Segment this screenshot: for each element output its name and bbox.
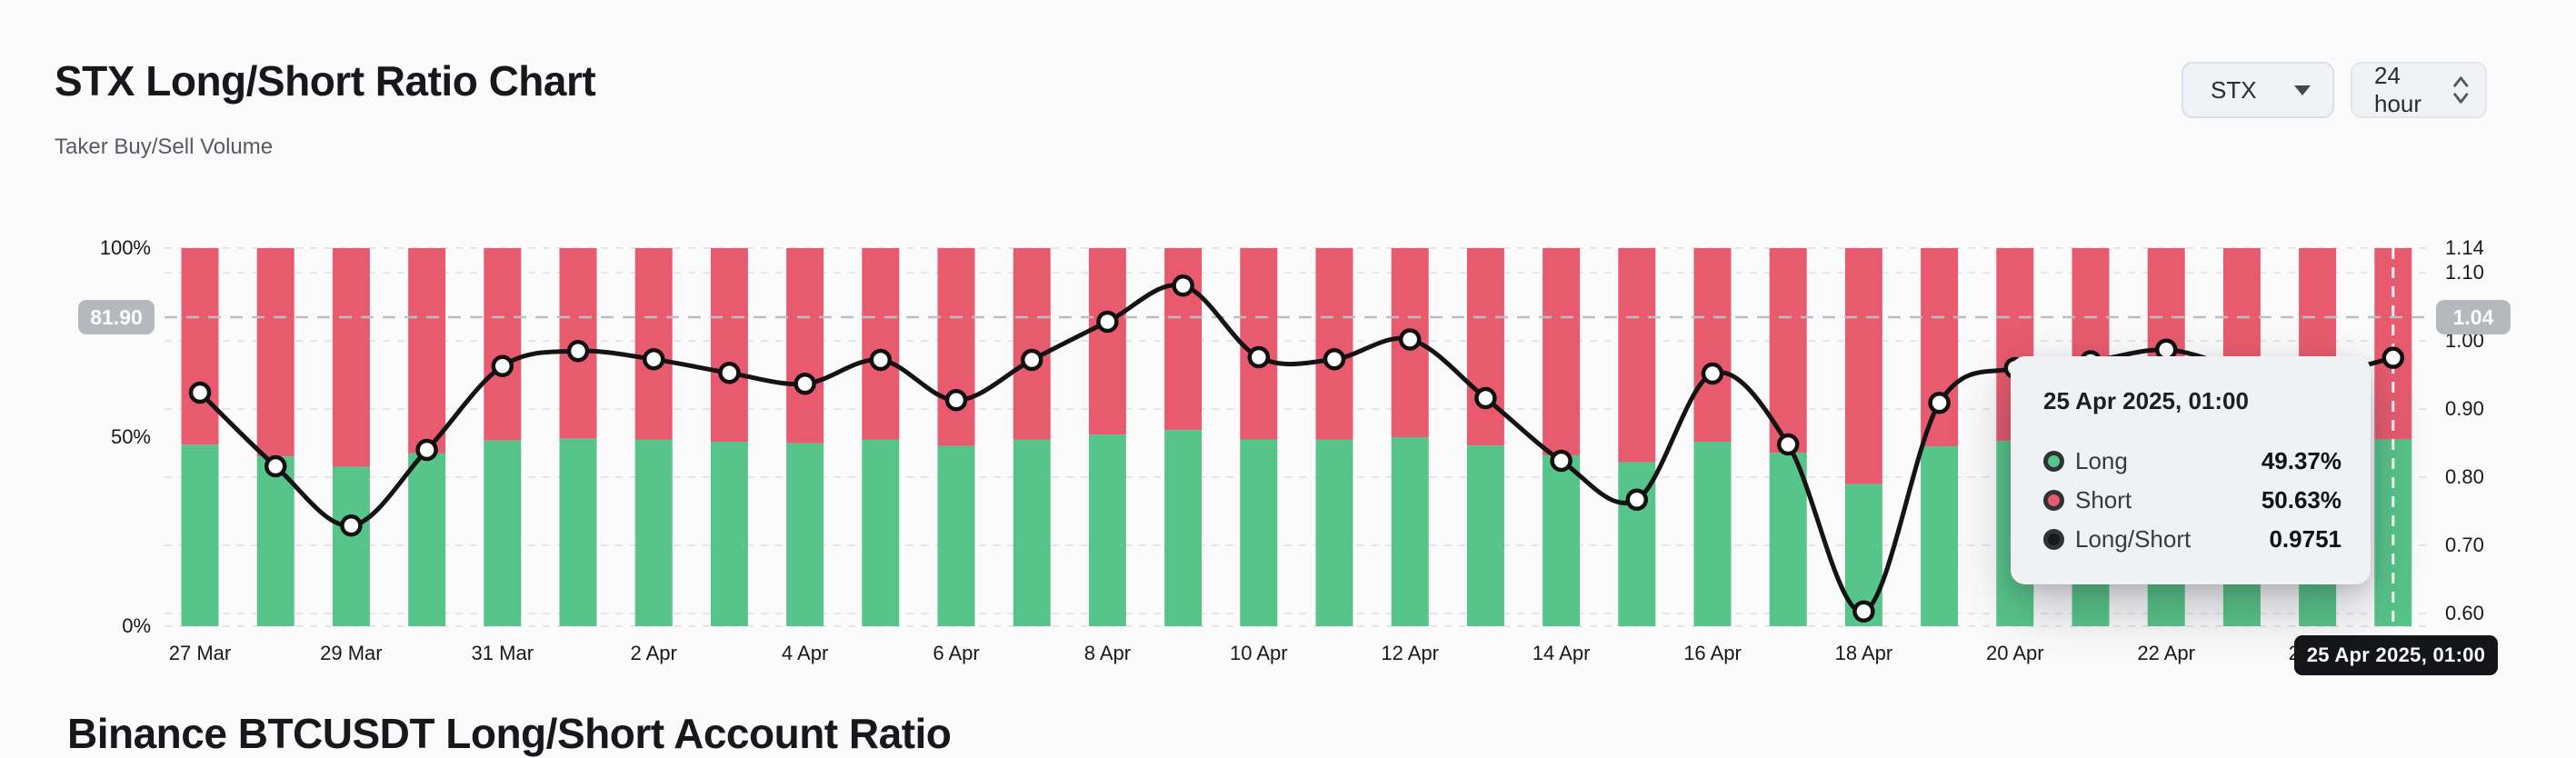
- tooltip-row-long: Long 49.37%: [2043, 442, 2341, 481]
- tooltip-row-short: Short 50.63%: [2043, 481, 2341, 520]
- data-point-marker: [718, 362, 741, 384]
- x-axis-tick: 16 Apr: [1683, 642, 1742, 664]
- long-short-ratio-chart[interactable]: [0, 0, 2576, 733]
- data-point-marker: [1247, 345, 1271, 369]
- tooltip-long-value: 49.37%: [2261, 447, 2341, 474]
- right-axis-tick: 1.14: [2445, 236, 2484, 259]
- data-point-marker: [794, 373, 816, 395]
- left-axis-tick: 100%: [99, 236, 151, 259]
- x-axis-tick: 6 Apr: [933, 642, 980, 664]
- tooltip-date: 25 Apr 2025, 01:00: [2043, 387, 2249, 414]
- tooltip-ratio-value: 0.9751: [2269, 525, 2341, 553]
- data-point-marker: [2381, 346, 2405, 369]
- data-point-marker: [1776, 433, 1800, 456]
- tooltip-row-ratio: Long/Short 0.9751: [2043, 520, 2341, 559]
- data-point-marker: [944, 389, 968, 412]
- right-axis-tick: 0.90: [2445, 397, 2484, 420]
- data-point-marker: [1852, 600, 1875, 623]
- data-point-marker: [869, 348, 893, 372]
- page-subtitle: Taker Buy/Sell Volume: [55, 135, 274, 159]
- tooltip-short-label: Short: [2075, 486, 2132, 514]
- x-axis-tick: 20 Apr: [1985, 642, 2044, 664]
- x-axis-tick: 22 Apr: [2137, 642, 2195, 664]
- x-axis-tick: 18 Apr: [1834, 642, 1893, 664]
- x-axis-tick: 31 Mar: [471, 642, 534, 664]
- data-point-marker: [1323, 348, 1346, 371]
- data-point-marker: [1550, 449, 1573, 473]
- left-axis-tick: 50%: [110, 425, 151, 448]
- data-point-marker: [491, 354, 514, 377]
- right-axis-tick: 0.80: [2445, 465, 2484, 488]
- symbol-select[interactable]: STX: [2182, 62, 2334, 118]
- short-dot-icon: [2043, 490, 2064, 511]
- data-point-marker: [188, 381, 212, 404]
- symbol-select-value: STX: [2211, 75, 2257, 104]
- tooltip-ratio-label: Long/Short: [2075, 525, 2192, 553]
- data-point-marker: [1701, 362, 1724, 385]
- data-point-marker: [415, 438, 438, 462]
- interval-select[interactable]: 24 hour: [2351, 62, 2487, 118]
- tooltip-short-value: 50.63%: [2261, 486, 2341, 514]
- crosshair-left-badge: 81.90: [78, 300, 155, 334]
- data-point-marker: [1172, 274, 1194, 297]
- chart-tooltip: 25 Apr 2025, 01:00 Long 49.37% Short 50.…: [2011, 356, 2371, 584]
- x-axis-tick: 12 Apr: [1381, 642, 1439, 664]
- axis-date-tooltip: 25 Apr 2025, 01:00: [2294, 635, 2498, 675]
- long-dot-icon: [2043, 451, 2064, 472]
- data-point-marker: [340, 514, 363, 537]
- x-axis-tick: 8 Apr: [1083, 642, 1132, 664]
- data-point-marker: [1625, 488, 1649, 511]
- x-axis-tick: 14 Apr: [1532, 642, 1591, 664]
- right-axis-tick: 0.60: [2445, 602, 2484, 624]
- data-point-marker: [566, 340, 590, 363]
- chevron-up-down-icon: [2453, 76, 2469, 104]
- data-point-marker: [264, 454, 287, 478]
- ratio-dot-icon: [2043, 529, 2064, 550]
- caret-down-icon: [2294, 85, 2311, 95]
- page-title: STX Long/Short Ratio Chart: [55, 57, 596, 105]
- data-point-marker: [1020, 348, 1043, 372]
- tooltip-long-label: Long: [2075, 447, 2128, 474]
- right-axis-tick: 0.70: [2445, 534, 2484, 556]
- data-point-marker: [1474, 386, 1497, 410]
- x-axis-tick: 27 Mar: [168, 642, 232, 664]
- left-axis-tick: 0%: [122, 614, 151, 637]
- crosshair-right-badge: 1.04: [2436, 300, 2511, 334]
- right-axis-tick: 1.10: [2445, 261, 2484, 284]
- data-point-marker: [642, 348, 665, 371]
- data-point-marker: [1928, 392, 1951, 414]
- x-axis-tick: 2 Apr: [630, 642, 677, 664]
- x-axis-tick: 4 Apr: [781, 642, 829, 664]
- interval-select-value: 24 hour: [2374, 62, 2422, 117]
- x-axis-tick: 29 Mar: [320, 642, 383, 664]
- data-point-marker: [1398, 328, 1422, 351]
- x-axis-tick: 10 Apr: [1229, 642, 1288, 664]
- data-point-marker: [1096, 310, 1119, 334]
